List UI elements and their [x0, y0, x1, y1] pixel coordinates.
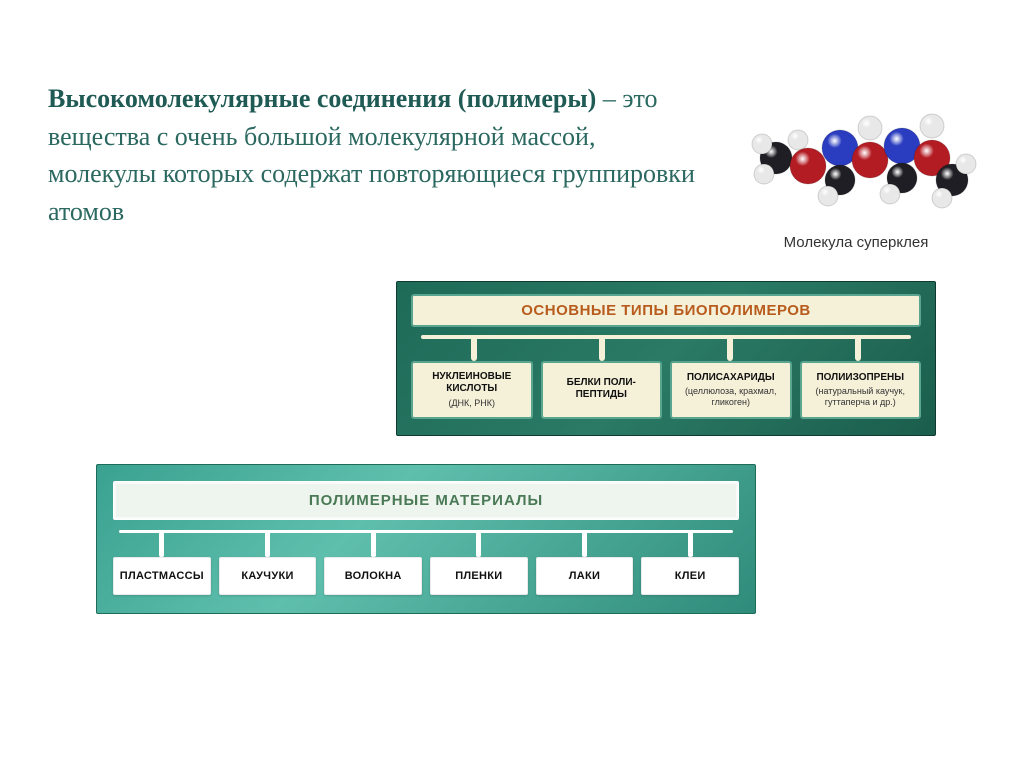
material-item: ВОЛОКНА — [324, 557, 422, 595]
biopolymers-items-row: НУКЛЕИНОВЫЕ КИСЛОТЫ(ДНК, РНК)БЕЛКИ ПОЛИ-… — [411, 361, 921, 419]
drop — [371, 533, 376, 557]
biopolymers-header: ОСНОВНЫЕ ТИПЫ БИОПОЛИМЕРОВ — [411, 294, 921, 327]
material-item: ПЛЕНКИ — [430, 557, 528, 595]
connector-drops — [421, 339, 911, 361]
definition-row: Высокомолекулярные соединения (полимеры)… — [48, 80, 976, 251]
drop — [727, 339, 733, 361]
materials-items-row: ПЛАСТМАССЫКАУЧУКИВОЛОКНАПЛЕНКИЛАКИКЛЕИ — [113, 557, 739, 595]
drop — [599, 339, 605, 361]
definition-term: Высокомолекулярные соединения (полимеры) — [48, 84, 596, 113]
drop — [688, 533, 693, 557]
biopolymer-item: БЕЛКИ ПОЛИ-ПЕПТИДЫ — [541, 361, 663, 419]
slide: Высокомолекулярные соединения (полимеры)… — [0, 0, 1024, 644]
material-item: ПЛАСТМАССЫ — [113, 557, 211, 595]
drop — [582, 533, 587, 557]
drop — [476, 533, 481, 557]
drop — [159, 533, 164, 557]
biopolymers-chart: ОСНОВНЫЕ ТИПЫ БИОПОЛИМЕРОВ НУКЛЕИНОВЫЕ К… — [396, 281, 936, 436]
material-item: ЛАКИ — [536, 557, 634, 595]
materials-chart: ПОЛИМЕРНЫЕ МАТЕРИАЛЫ ПЛАСТМАССЫКАУЧУКИВО… — [96, 464, 756, 614]
material-item: КЛЕИ — [641, 557, 739, 595]
biopolymer-item: ПОЛИСАХАРИДЫ(целлюлоза, крахмал, гликоге… — [670, 361, 792, 419]
drop — [855, 339, 861, 361]
mat-connector-drops — [119, 533, 733, 557]
biopolymer-item: ПОЛИИЗОПРЕНЫ(натуральный каучук, гуттапе… — [800, 361, 922, 419]
molecule-svg — [736, 88, 986, 228]
drop — [471, 339, 477, 361]
connector-bar — [421, 335, 911, 339]
materials-header: ПОЛИМЕРНЫЕ МАТЕРИАЛЫ — [113, 481, 739, 520]
molecule-caption: Молекула суперклея — [736, 234, 976, 251]
definition-text: Высокомолекулярные соединения (полимеры)… — [48, 80, 696, 231]
materials-panel: ПОЛИМЕРНЫЕ МАТЕРИАЛЫ ПЛАСТМАССЫКАУЧУКИВО… — [96, 464, 756, 614]
drop — [265, 533, 270, 557]
biopolymers-panel: ОСНОВНЫЕ ТИПЫ БИОПОЛИМЕРОВ НУКЛЕИНОВЫЕ К… — [396, 281, 936, 436]
molecule-figure: Молекула суперклея — [736, 80, 976, 251]
biopolymer-item: НУКЛЕИНОВЫЕ КИСЛОТЫ(ДНК, РНК) — [411, 361, 533, 419]
material-item: КАУЧУКИ — [219, 557, 317, 595]
